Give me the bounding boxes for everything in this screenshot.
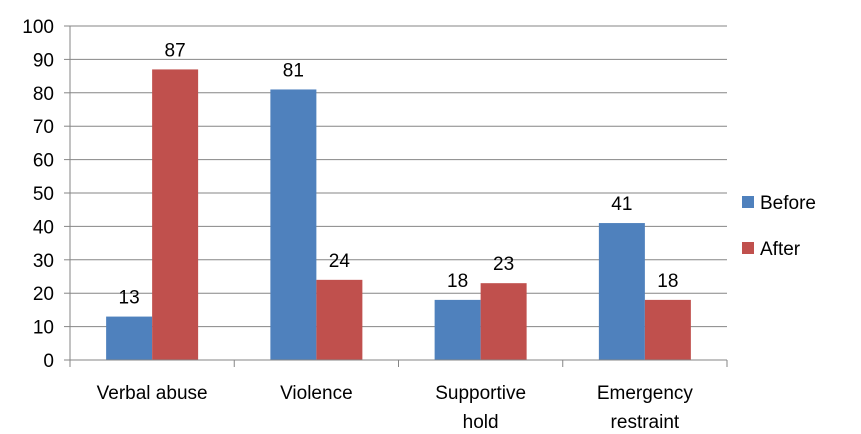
legend-label-after: After — [760, 239, 801, 260]
bar-before-2 — [270, 89, 317, 361]
data-labels: 13 87 81 24 18 23 41 18 — [119, 40, 679, 308]
x-category-label: Violence — [280, 383, 353, 404]
y-tick-label: 30 — [33, 251, 54, 272]
bar-area — [106, 69, 691, 361]
y-tick-label: 80 — [33, 84, 54, 105]
data-label-before-4: 41 — [611, 194, 632, 215]
x-category-label: hold — [463, 412, 499, 433]
y-tick-label: 20 — [33, 284, 54, 305]
y-tick-label: 90 — [33, 50, 54, 71]
y-tick-label: 0 — [43, 351, 54, 372]
axes — [64, 25, 728, 367]
x-category-label: Emergency — [597, 383, 694, 404]
bar-before-1 — [106, 316, 153, 360]
data-label-after-4: 18 — [657, 271, 678, 292]
bar-before-3 — [434, 299, 481, 360]
x-category-label: Supportive — [435, 383, 526, 404]
x-category-label: restraint — [611, 412, 680, 433]
legend-label-before: Before — [760, 193, 816, 214]
data-label-before-2: 81 — [283, 60, 304, 81]
bar-after-1 — [152, 69, 199, 361]
y-tick-label: 60 — [33, 151, 54, 172]
data-label-before-1: 13 — [119, 288, 140, 309]
y-tick-label: 70 — [33, 117, 54, 138]
y-tick-label: 100 — [22, 17, 54, 38]
data-label-after-1: 87 — [165, 40, 186, 61]
x-axis-labels: Verbal abuse Violence Supportive hold Emerge… — [97, 383, 694, 433]
y-tick-label: 50 — [33, 184, 54, 205]
bar-after-2 — [316, 279, 363, 360]
bar-after-3 — [480, 283, 527, 360]
data-label-before-3: 18 — [447, 271, 468, 292]
bar-after-4 — [644, 299, 691, 360]
y-axis-ticks: 0 10 20 30 40 50 60 70 80 90 100 — [22, 17, 54, 372]
x-category-label: Verbal abuse — [97, 383, 208, 404]
legend-swatch-after — [742, 242, 754, 254]
data-label-after-3: 23 — [493, 254, 514, 275]
legend-swatch-before — [742, 196, 754, 208]
y-tick-label: 10 — [33, 318, 54, 339]
legend: Before After — [742, 193, 816, 260]
y-tick-label: 40 — [33, 217, 54, 238]
bar-before-4 — [598, 223, 645, 360]
data-label-after-2: 24 — [329, 251, 351, 272]
